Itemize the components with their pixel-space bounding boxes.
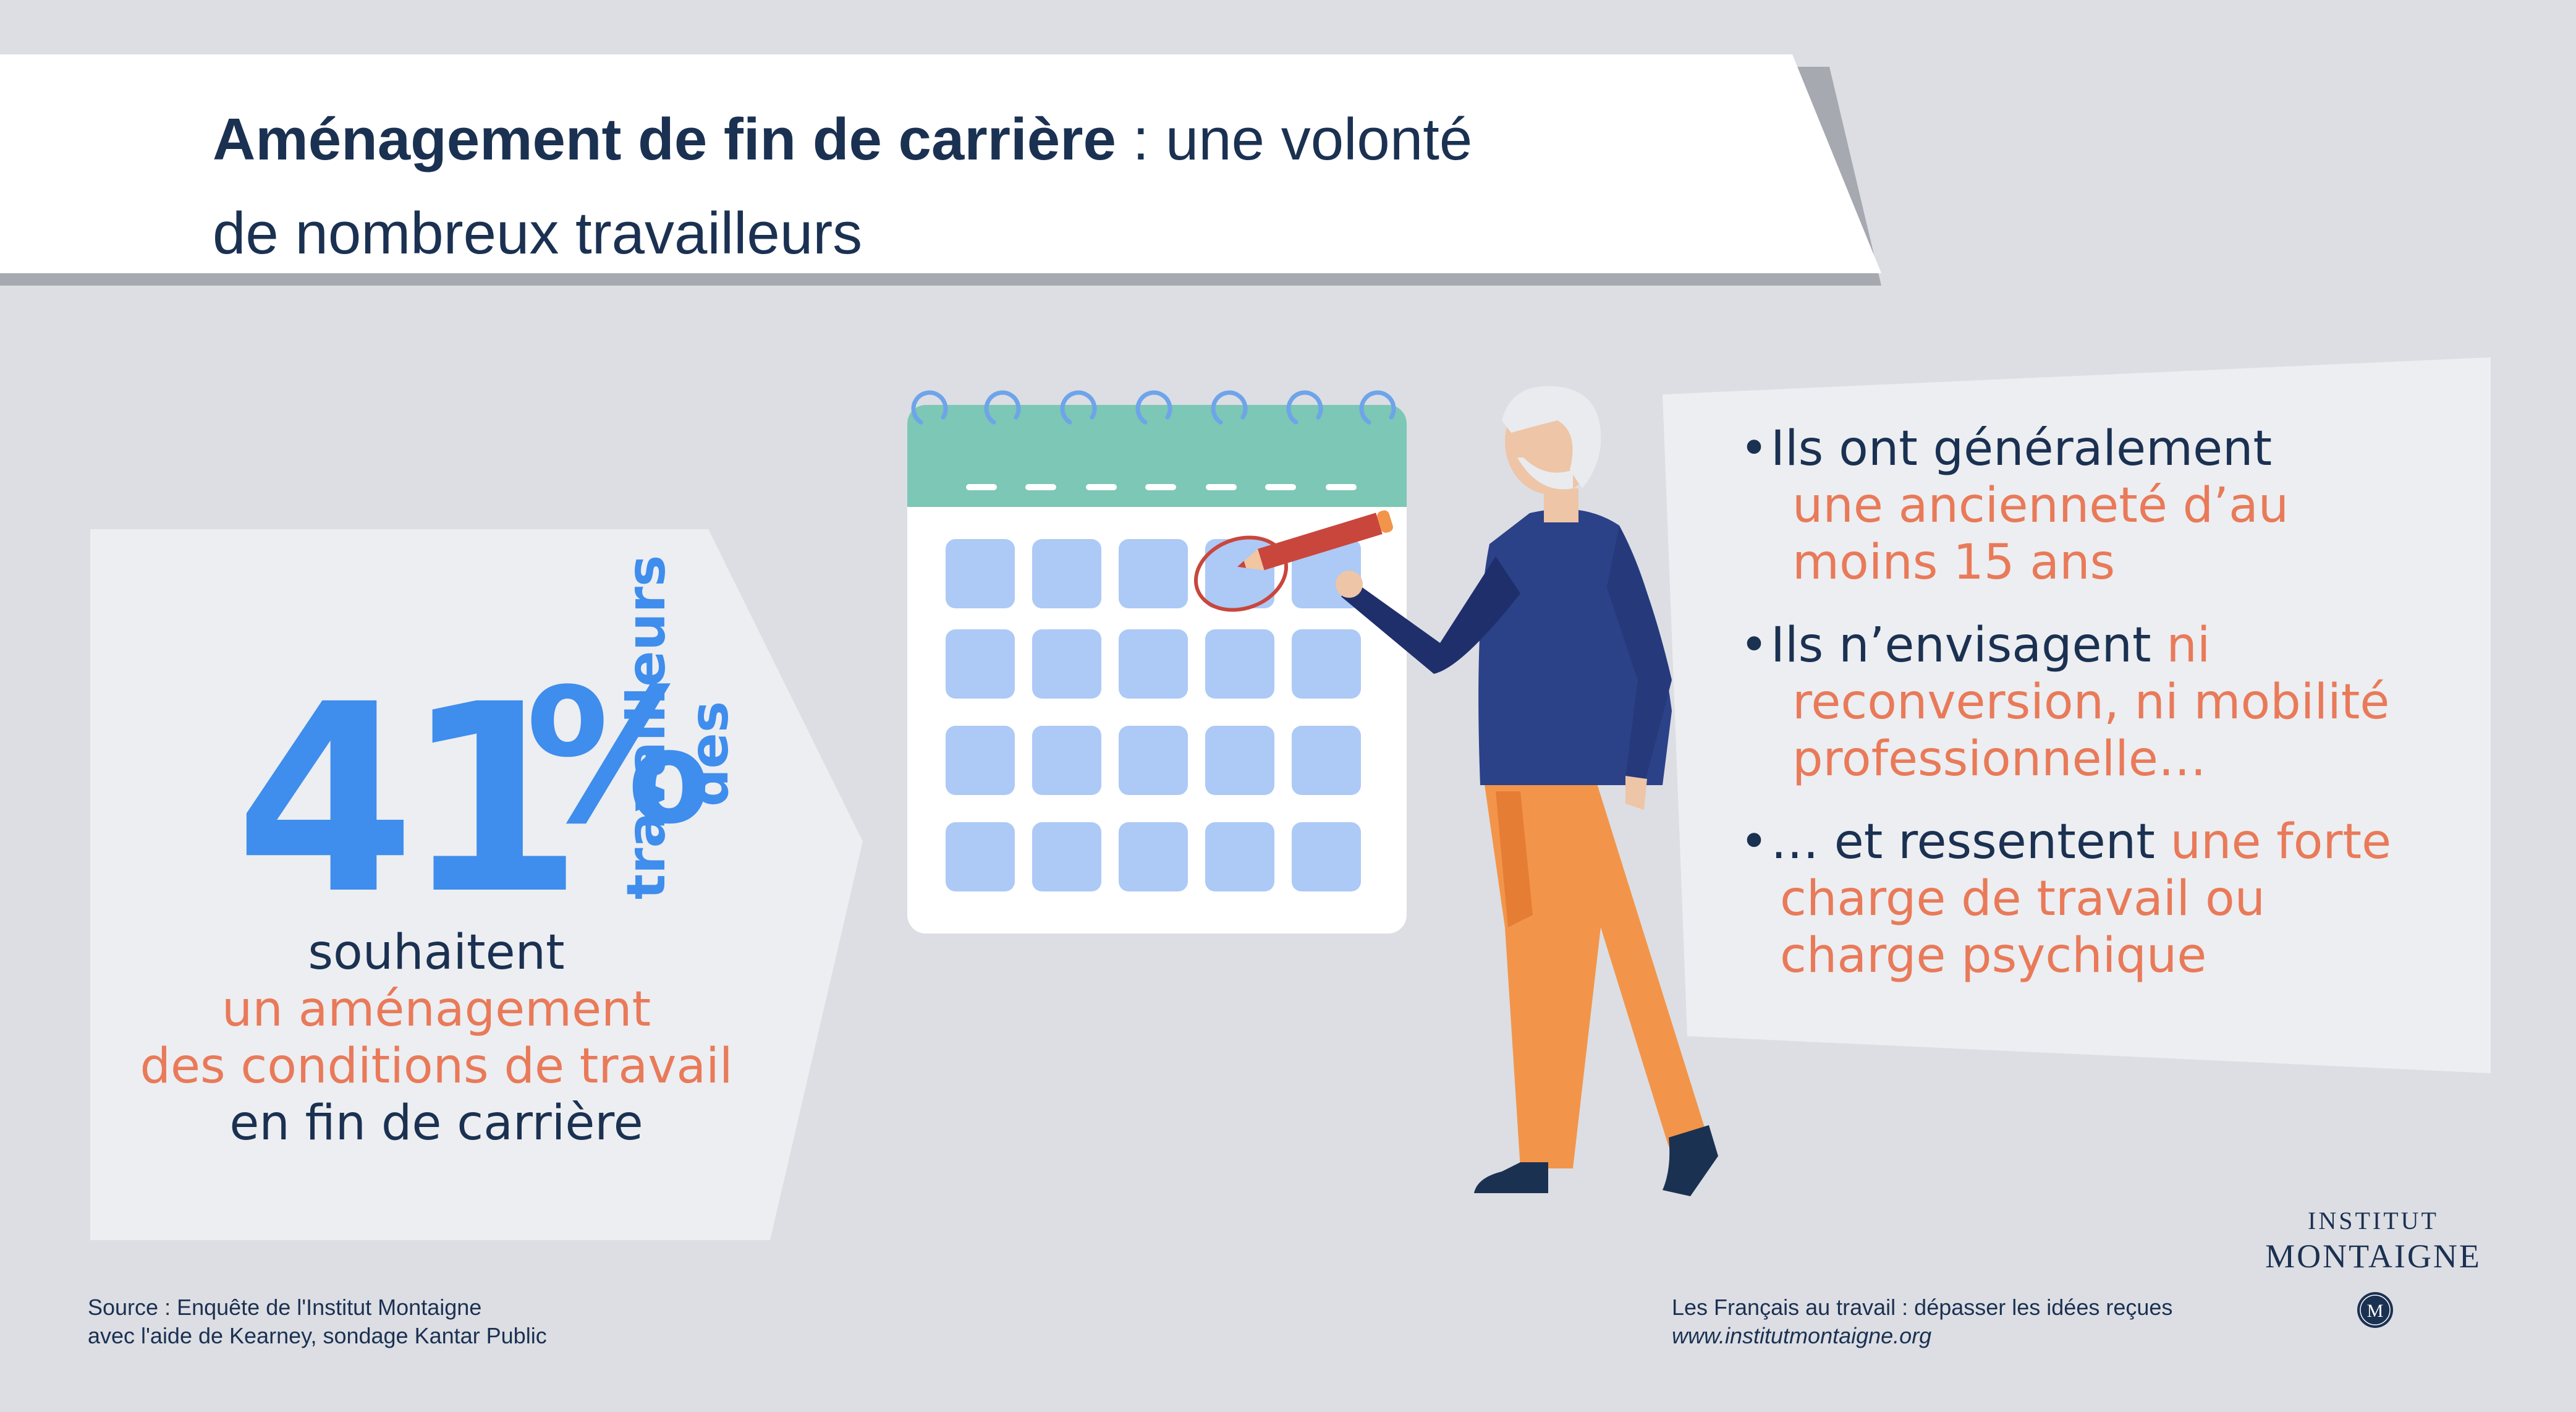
bullet-item-workload: •… et ressentent une forte charge de tra…	[1740, 814, 2469, 984]
person-illustration	[1336, 386, 1718, 1196]
bullet-dot: •	[1740, 814, 1769, 870]
source-line2: avec l'aide de Kearney, sondage Kantar P…	[88, 1323, 547, 1348]
stat-caption-line2: un aménagement	[221, 982, 651, 1037]
stat-vertical-line2: des	[679, 700, 740, 807]
source-note: Source : Enquête de l'Institut Montaigne…	[88, 1293, 768, 1350]
bullet-text-orange-2: reconversion, ni mobilité	[1792, 674, 2390, 730]
tagline-text: Les Français au travail : dépasser les i…	[1672, 1295, 2173, 1320]
stat-number: 41	[235, 649, 583, 951]
bullet-dot: •	[1740, 421, 1769, 477]
title-line2: de nombreux travailleurs	[213, 200, 863, 266]
stat-vertical-line1: travailleurs	[616, 555, 677, 900]
bullet-text-orange-3: professionnelle…	[1792, 731, 2206, 787]
source-line1: Source : Enquête de l'Institut Montaigne	[88, 1295, 482, 1320]
website-link[interactable]: www.institutmontaigne.org	[1672, 1323, 1932, 1348]
page-title: Aménagement de fin de carrière : une vol…	[213, 93, 1696, 281]
title-banner	[0, 54, 1881, 286]
stat-caption-line3: des conditions de travail	[140, 1039, 733, 1094]
stat-caption-line4: en fin de carrière	[229, 1095, 643, 1151]
bullet-text-orange: ni	[2166, 618, 2211, 673]
calendar-icon	[907, 390, 1407, 934]
stat-panel	[90, 529, 863, 1240]
bullet-list: •Ils ont généralement une ancienneté d’a…	[1740, 420, 2469, 1010]
stat-vertical-label: travailleurs des	[615, 555, 800, 900]
title-rest: : une volonté	[1116, 106, 1473, 172]
bullet-dot: •	[1740, 618, 1769, 673]
bullet-item-mobility: •Ils n’envisagent ni reconversion, ni mo…	[1740, 617, 2469, 788]
institut-montaigne-logo: INSTITUT MONTAIGNE	[2237, 1206, 2509, 1276]
logo-line1: INSTITUT	[2308, 1207, 2439, 1235]
bullet-text-navy: Ils n’envisagent	[1771, 618, 2167, 673]
stat-percent: %	[525, 649, 711, 865]
bullet-text-orange-2: moins 15 ans	[1792, 535, 2116, 590]
bullet-text-orange-2: charge de travail ou	[1780, 871, 2266, 927]
title-bold: Aménagement de fin de carrière	[213, 106, 1116, 172]
bullet-text-navy: … et ressentent	[1771, 814, 2171, 870]
bullet-text-orange: une forte	[2170, 814, 2392, 870]
tagline: Les Français au travail : dépasser les i…	[1672, 1293, 2321, 1350]
pencil-icon	[1237, 510, 1393, 571]
logo-line2: MONTAIGNE	[2265, 1238, 2481, 1275]
logo-badge-icon: M	[2357, 1292, 2393, 1328]
bullet-item-seniority: •Ils ont généralement une ancienneté d’a…	[1740, 420, 2469, 591]
bullet-text-orange-3: charge psychique	[1780, 928, 2207, 984]
stat-caption: souhaitent un aménagement des conditions…	[90, 924, 782, 1152]
illustration	[907, 386, 1718, 1196]
bullet-text-orange: une ancienneté d’au	[1792, 478, 2289, 534]
stat-caption-line1: souhaitent	[308, 925, 565, 980]
bullet-panel	[1663, 357, 2491, 1073]
bullet-text-navy: Ils ont généralement	[1771, 421, 2273, 477]
logo-badge-letter: M	[2367, 1301, 2384, 1321]
